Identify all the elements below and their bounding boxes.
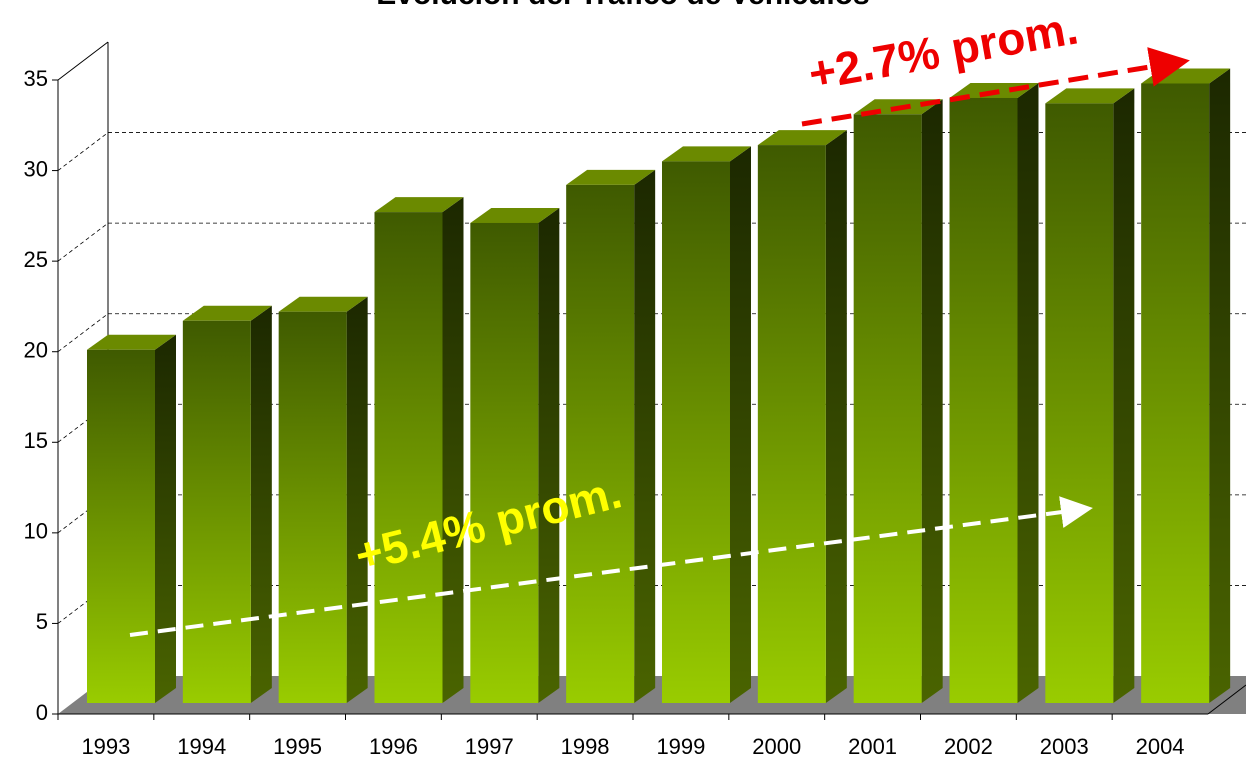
floor-edge <box>1207 684 1246 715</box>
bar-side <box>634 169 656 704</box>
trend-arrow <box>801 47 1190 127</box>
bar <box>949 97 1018 704</box>
wall-edge <box>57 41 109 81</box>
bar <box>87 349 155 703</box>
x-tick-label: 2002 <box>944 734 993 759</box>
bar-side <box>538 207 560 703</box>
x-tick-label: 2003 <box>1040 734 1089 759</box>
bar-top <box>374 197 464 213</box>
x-tick-label: 2001 <box>848 734 897 759</box>
bar-top <box>566 169 656 185</box>
chart-title: Evolución del Tráfico de Vehículos <box>376 0 869 11</box>
y-tick-label: 35 <box>24 66 48 91</box>
bar-top <box>182 305 272 321</box>
grid-line <box>57 222 109 262</box>
bar-side <box>825 130 847 703</box>
y-tick-label: 0 <box>36 700 48 725</box>
bar <box>566 184 635 704</box>
x-tick-label: 2004 <box>1136 734 1185 759</box>
grid-line <box>57 313 109 353</box>
bar-top <box>278 296 368 312</box>
x-tick-label: 1996 <box>369 734 418 759</box>
bar <box>1141 83 1210 703</box>
y-tick-label: 30 <box>24 156 48 181</box>
bar <box>853 114 922 704</box>
bar <box>1045 103 1114 704</box>
bar-top <box>87 334 176 350</box>
bar <box>757 145 826 703</box>
bar <box>278 311 347 703</box>
y-tick-label: 5 <box>36 609 48 634</box>
bar-side <box>921 99 943 704</box>
grid-line <box>57 132 109 171</box>
bar-top <box>662 146 751 162</box>
bar-side <box>442 197 464 704</box>
x-tick-label: 1994 <box>177 734 226 759</box>
y-tick-label: 20 <box>24 338 48 363</box>
x-tick-label: 1999 <box>656 734 705 759</box>
trend-arrow <box>129 496 1093 637</box>
y-tick-label: 10 <box>24 519 48 544</box>
x-tick-label: 1995 <box>273 734 322 759</box>
bar-side <box>1113 88 1135 704</box>
bar <box>662 161 730 703</box>
bar-side <box>1017 82 1039 704</box>
bar-side <box>346 296 368 703</box>
bar-side <box>250 305 272 703</box>
bar-top <box>757 130 847 146</box>
x-tick-label: 1998 <box>561 734 610 759</box>
bar-top <box>470 207 560 223</box>
bar <box>182 320 251 703</box>
y-tick-label: 15 <box>24 428 48 453</box>
bar-side <box>730 146 751 703</box>
bar-side <box>1209 68 1231 703</box>
x-tick-label: 1993 <box>81 734 130 759</box>
bar <box>374 212 443 704</box>
bar-top <box>1045 88 1135 104</box>
x-tick-label: 1997 <box>465 734 514 759</box>
y-tick-label: 25 <box>24 247 48 272</box>
bar <box>470 222 539 703</box>
bar-side <box>155 334 176 703</box>
x-tick-label: 2000 <box>752 734 801 759</box>
